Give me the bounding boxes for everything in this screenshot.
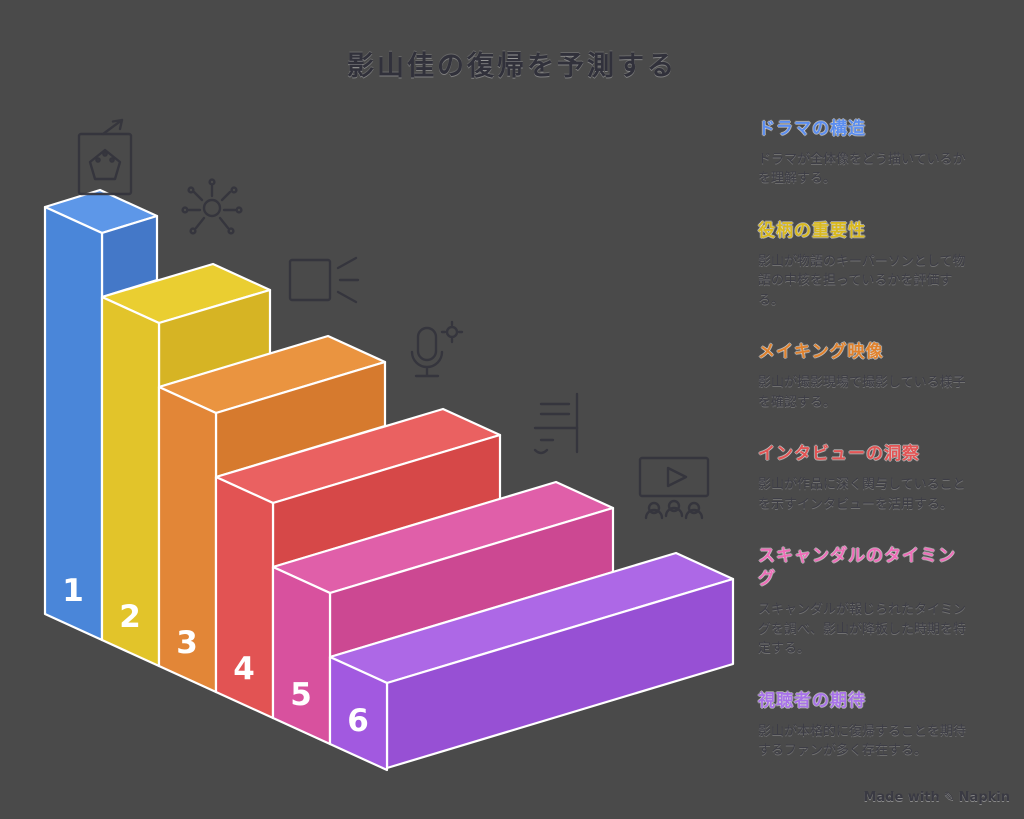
step-4: 4 — [214, 407, 502, 720]
step-5-number: 5 — [290, 677, 312, 713]
audience-icon — [638, 456, 710, 520]
legend-description: 影山が作品に深く関与していることを示すインタビューを活用する。 — [758, 477, 966, 512]
legend-title: ドラマの構造 — [758, 119, 866, 139]
made-with-napkin-credit: Made with ✎ Napkin — [863, 790, 1010, 805]
video-icon — [288, 256, 360, 304]
step-6: 6 — [328, 551, 735, 772]
legend-description: スキャンダルが報じられたタイミングを調べ、影山が降板した時期を特定する。 — [758, 602, 967, 657]
legend-item-viewer-expectation: 視聴者の期待 影山が本格的に復帰することを期待するファンが多く存在する。 — [758, 690, 1020, 761]
legend-title: 視聴者の期待 — [758, 690, 866, 711]
structure-icon — [77, 118, 133, 196]
legend-item-role-importance: 役柄の重要性 影山が物語のキーパーソンとして物語の中核を担っているかを評価する。 — [758, 220, 1020, 310]
legend-title: 役柄の重要性 — [758, 220, 866, 241]
importance-icon — [181, 178, 243, 235]
legend-item-making-footage: メイキング映像 影山が撮影現場で撮影している様子を確認する。 — [758, 341, 1020, 412]
step-1: 1 — [43, 188, 159, 642]
made-with-text: Made with — [863, 790, 940, 805]
legend-title: スキャンダルのタイミング — [758, 546, 956, 590]
legend-description: 影山が撮影現場で撮影している様子を確認する。 — [758, 375, 966, 410]
pen-icon: ✎ — [943, 790, 955, 805]
microphone-icon — [410, 320, 464, 378]
brand-name: Napkin — [958, 790, 1010, 805]
step-5-left-face — [271, 565, 332, 746]
step-5: 5 — [271, 480, 615, 746]
legend-item-scandal-timing: スキャンダルのタイミング スキャンダルが報じられたタイミングを調べ、影山が降板し… — [758, 545, 1020, 658]
step-1-number: 1 — [62, 573, 84, 609]
step-3: 3 — [157, 334, 387, 694]
legend-title: インタビューの洞察 — [758, 444, 920, 465]
legend-panel: ドラマの構造 ドラマが全体像をどう描いているかを理解する。 役柄の重要性 影山が… — [758, 118, 1020, 792]
step-3-number: 3 — [176, 625, 198, 661]
step-4-number: 4 — [233, 651, 255, 687]
legend-title: メイキング映像 — [758, 342, 884, 363]
legend-description: 影山が物語のキーパーソンとして物語の中核を担っているかを評価する。 — [758, 253, 966, 308]
page-title: 影山佳の復帰を予測する — [347, 51, 677, 82]
legend-item-interview-insight: インタビューの洞察 影山が作品に深く関与していることを示すインタビューを活用する… — [758, 443, 1020, 514]
legend-description: 影山が本格的に復帰することを期待するファンが多く存在する。 — [758, 723, 967, 759]
legend-description: ドラマが全体像をどう描いているかを理解する。 — [758, 151, 966, 187]
step-2-number: 2 — [119, 599, 141, 635]
step-6-number: 6 — [347, 703, 369, 739]
legend-item-drama-structure: ドラマの構造 ドラマが全体像をどう描いているかを理解する。 — [758, 118, 1020, 189]
step-2: 2 — [100, 262, 272, 668]
step-6-left-face — [328, 655, 389, 772]
newspaper-icon — [533, 392, 579, 455]
